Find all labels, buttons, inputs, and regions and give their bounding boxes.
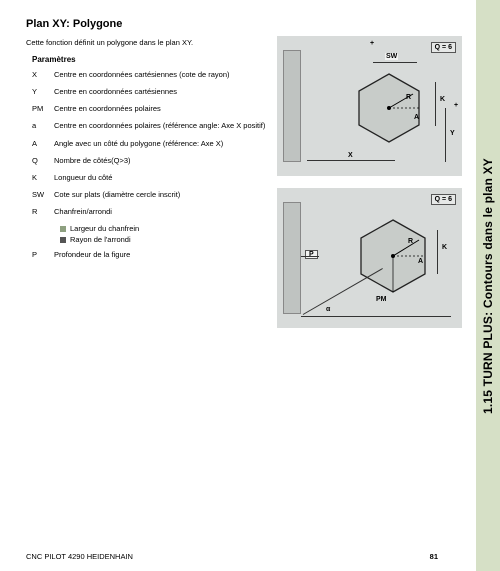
label-alpha: α [325, 306, 331, 313]
page-footer: CNC PILOT 4290 HEIDENHAIN 81 [26, 552, 438, 561]
label-r: R [407, 238, 414, 245]
label-pm: PM [375, 296, 388, 303]
q-label: Q = 6 [431, 194, 456, 205]
footer-product: CNC PILOT 4290 HEIDENHAIN [26, 552, 133, 561]
stock-bar [283, 202, 301, 314]
label-k: K [439, 96, 446, 103]
dim-line [307, 160, 395, 161]
axis-plus: + [369, 40, 375, 47]
hexagon-icon [357, 218, 429, 296]
figure-1: Q = 6 + + SW R A [277, 36, 462, 176]
section-title: 1.15 TURN PLUS: Contours dans le plan XY [481, 157, 495, 413]
label-a: A [413, 114, 420, 121]
stock-bar [283, 50, 301, 162]
dim-line [437, 230, 438, 274]
dim-line [435, 82, 436, 126]
dim-line [373, 62, 417, 63]
dim-line [301, 256, 319, 257]
label-k: K [441, 244, 448, 251]
label-r: R [405, 94, 412, 101]
hexagon-icon [353, 72, 425, 144]
label-a: A [417, 258, 424, 265]
figures-column: Q = 6 + + SW R A [277, 36, 462, 340]
label-sw: SW [385, 53, 398, 60]
page-number: 81 [430, 552, 438, 561]
bullet-icon [60, 237, 66, 243]
axis-plus: + [453, 102, 459, 109]
dim-line [301, 316, 451, 317]
label-y: Y [449, 130, 456, 137]
bullet-icon [60, 226, 66, 232]
label-p: P [305, 250, 318, 259]
dim-line [445, 108, 446, 162]
section-sidebar: 1.15 TURN PLUS: Contours dans le plan XY [476, 0, 500, 571]
page-title: Plan XY: Polygone [26, 18, 462, 30]
figure-2: Q = 6 P R A K [277, 188, 462, 328]
label-x: X [347, 152, 354, 159]
q-label: Q = 6 [431, 42, 456, 53]
